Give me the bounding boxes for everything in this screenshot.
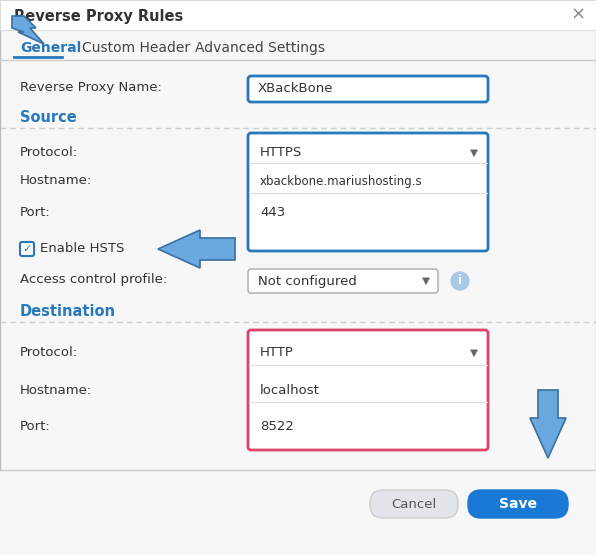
Text: General: General (20, 41, 81, 55)
Text: Destination: Destination (20, 305, 116, 320)
Bar (0, 470, 596, 555)
Text: Protocol:: Protocol: (20, 346, 78, 360)
Text: xbackbone.mariushosting.s: xbackbone.mariushosting.s (260, 174, 423, 188)
Text: Hostname:: Hostname: (20, 384, 92, 396)
Text: ▼: ▼ (422, 276, 430, 286)
Text: ▼: ▼ (470, 348, 478, 358)
Text: Source: Source (20, 110, 77, 125)
Circle shape (451, 272, 469, 290)
Text: Reverse Proxy Name:: Reverse Proxy Name: (20, 82, 162, 94)
Text: ×: × (570, 6, 585, 24)
Text: i: i (458, 275, 462, 287)
FancyBboxPatch shape (248, 269, 438, 293)
Text: Access control profile:: Access control profile: (20, 274, 167, 286)
FancyBboxPatch shape (20, 242, 34, 256)
Text: Custom Header: Custom Header (82, 41, 190, 55)
Polygon shape (158, 230, 235, 268)
Text: Save: Save (499, 497, 537, 511)
Text: HTTPS: HTTPS (260, 147, 302, 159)
Text: Protocol:: Protocol: (20, 147, 78, 159)
FancyBboxPatch shape (370, 490, 458, 518)
Text: ✓: ✓ (22, 244, 32, 254)
Bar (0, 0, 596, 30)
FancyBboxPatch shape (248, 133, 488, 251)
Text: Hostname:: Hostname: (20, 174, 92, 188)
Text: Not configured: Not configured (258, 275, 357, 287)
Text: Cancel: Cancel (392, 497, 437, 511)
Text: Advanced Settings: Advanced Settings (195, 41, 325, 55)
Polygon shape (12, 16, 44, 44)
Text: XBackBone: XBackBone (258, 83, 334, 95)
Text: HTTP: HTTP (260, 346, 294, 360)
Text: 443: 443 (260, 206, 285, 219)
FancyBboxPatch shape (468, 490, 568, 518)
Text: ▼: ▼ (470, 148, 478, 158)
Text: Reverse Proxy Rules: Reverse Proxy Rules (14, 8, 183, 23)
Text: localhost: localhost (260, 384, 320, 396)
Text: 8522: 8522 (260, 421, 294, 433)
Text: Port:: Port: (20, 206, 51, 219)
Text: Enable HSTS: Enable HSTS (40, 243, 125, 255)
Polygon shape (530, 390, 566, 458)
Text: Port:: Port: (20, 421, 51, 433)
FancyBboxPatch shape (248, 76, 488, 102)
FancyBboxPatch shape (248, 330, 488, 450)
